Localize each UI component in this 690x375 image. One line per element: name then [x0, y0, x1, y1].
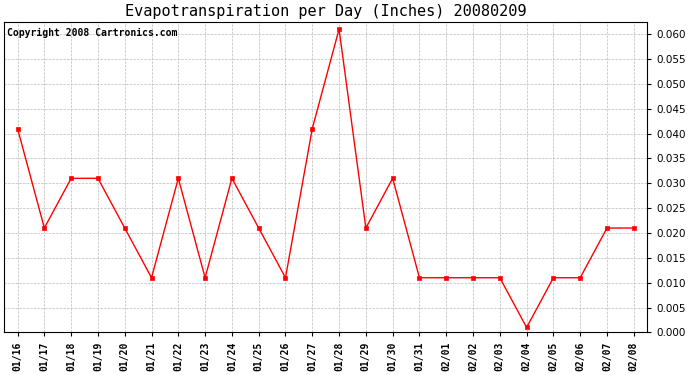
- Title: Evapotranspiration per Day (Inches) 20080209: Evapotranspiration per Day (Inches) 2008…: [125, 4, 526, 19]
- Text: Copyright 2008 Cartronics.com: Copyright 2008 Cartronics.com: [8, 28, 178, 38]
